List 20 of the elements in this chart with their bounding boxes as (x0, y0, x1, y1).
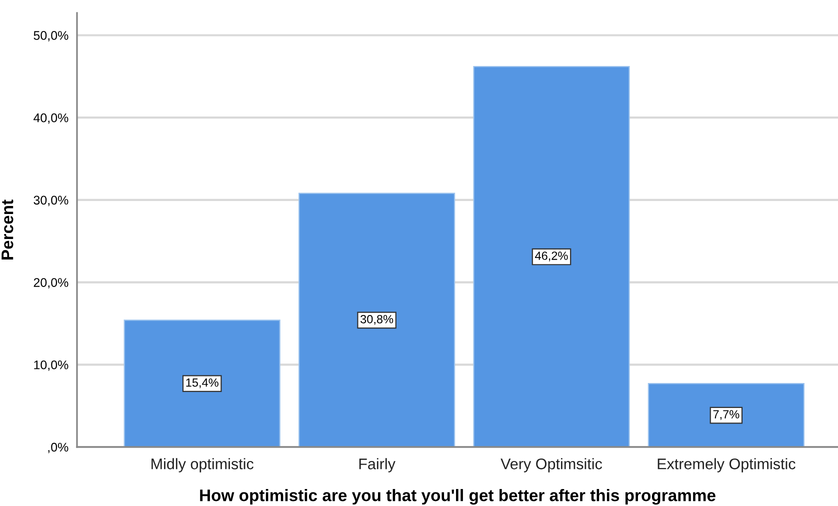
bar (298, 192, 456, 447)
y-tick-label: 10,0% (34, 360, 68, 371)
data-label: 46,2% (535, 252, 568, 262)
y-tick-label: 40,0% (34, 113, 68, 124)
bar (124, 320, 280, 447)
x-tick-label: Extremely Optimistic (658, 458, 796, 472)
x-tick-label: Very Optimsitic (500, 458, 602, 472)
y-tick-label: 50,0% (34, 31, 68, 42)
data-label: 7,7% (713, 410, 740, 420)
x-tick-label: Midly optimistic (152, 458, 254, 472)
bar (473, 66, 630, 447)
y-tick-label: ,0% (48, 442, 68, 454)
y-axis-title: Percent (2, 200, 14, 260)
data-label: 15,4% (186, 378, 218, 388)
data-label: 30,8% (360, 314, 394, 325)
y-tick-label: 20,0% (34, 278, 68, 288)
x-tick-label: Fairly (359, 458, 396, 472)
y-tick-label: 30,0% (34, 196, 68, 206)
bar (648, 383, 804, 447)
x-axis-title: How optimistic are you that you'll get better after this programme (200, 489, 716, 505)
